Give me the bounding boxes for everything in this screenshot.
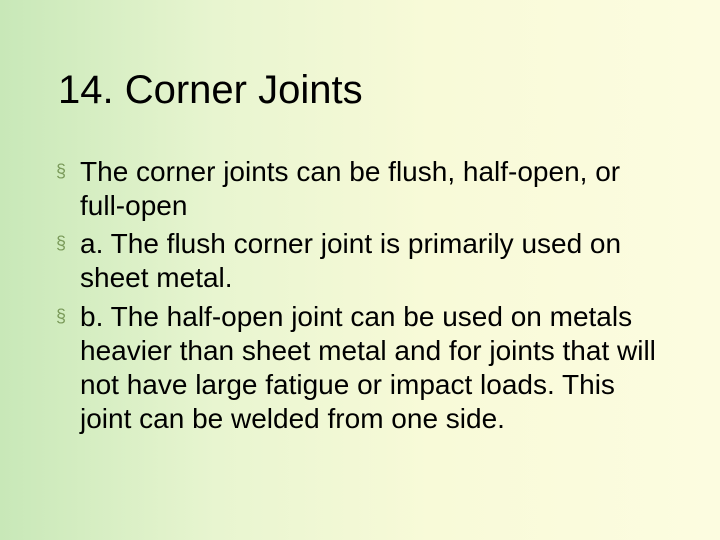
bullet-text: The corner joints can be flush, half-ope…: [80, 155, 664, 223]
slide-container: 14. Corner Joints § The corner joints ca…: [0, 0, 720, 540]
bullet-icon: §: [56, 307, 66, 325]
list-item: § a. The flush corner joint is primarily…: [56, 227, 664, 295]
list-item: § b. The half-open joint can be used on …: [56, 300, 664, 437]
list-item: § The corner joints can be flush, half-o…: [56, 155, 664, 223]
bullet-text: a. The flush corner joint is primarily u…: [80, 227, 664, 295]
bullet-icon: §: [56, 162, 66, 180]
bullet-list: § The corner joints can be flush, half-o…: [56, 155, 664, 436]
bullet-icon: §: [56, 234, 66, 252]
slide-title: 14. Corner Joints: [58, 68, 664, 113]
bullet-text: b. The half-open joint can be used on me…: [80, 300, 664, 437]
